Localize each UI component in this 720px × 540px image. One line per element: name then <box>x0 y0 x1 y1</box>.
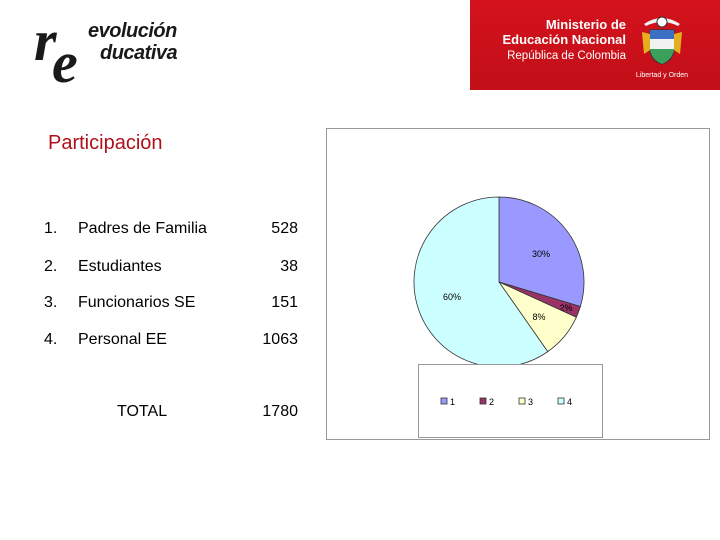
item-value: 528 <box>271 220 298 237</box>
item-label: Funcionarios SE <box>78 294 196 311</box>
item-number: 2. <box>44 258 58 275</box>
item-label: Padres de Familia <box>78 220 207 237</box>
motto-text: Libertad y Orden <box>635 72 689 79</box>
item-value: 38 <box>280 258 298 275</box>
chart-legend <box>418 364 603 438</box>
pie-slice-label-3: 8% <box>532 312 545 322</box>
item-label: Estudiantes <box>78 258 162 275</box>
ministry-line-1: Ministerio de <box>545 17 626 32</box>
item-value: 1063 <box>262 331 298 348</box>
item-number: 3. <box>44 294 58 311</box>
pie-slice-1 <box>498 196 585 308</box>
item-number: 1. <box>44 220 58 237</box>
ministry-line-3: República de Colombia <box>507 49 626 62</box>
coat-of-arms-icon <box>642 16 682 65</box>
header: r e evolución ducativa Ministerio de Edu… <box>0 0 720 95</box>
item-label: Personal EE <box>78 331 167 348</box>
ministry-name: Ministerio de Educación Nacional Repúbli… <box>490 17 626 63</box>
revolucion-educativa-logo: r e evolución ducativa <box>34 8 178 95</box>
item-number: 4. <box>44 331 58 348</box>
pie-slice-label-2: 2% <box>559 303 572 313</box>
page-title: Participación <box>48 132 163 154</box>
total-label: TOTAL <box>117 403 168 420</box>
pie-slice-label-4: 60% <box>443 292 461 302</box>
total-value: 1780 <box>262 403 298 420</box>
pie-slice-label-1: 30% <box>532 249 550 259</box>
ministry-line-2: Educación Nacional <box>502 31 626 47</box>
item-value: 151 <box>271 294 298 311</box>
